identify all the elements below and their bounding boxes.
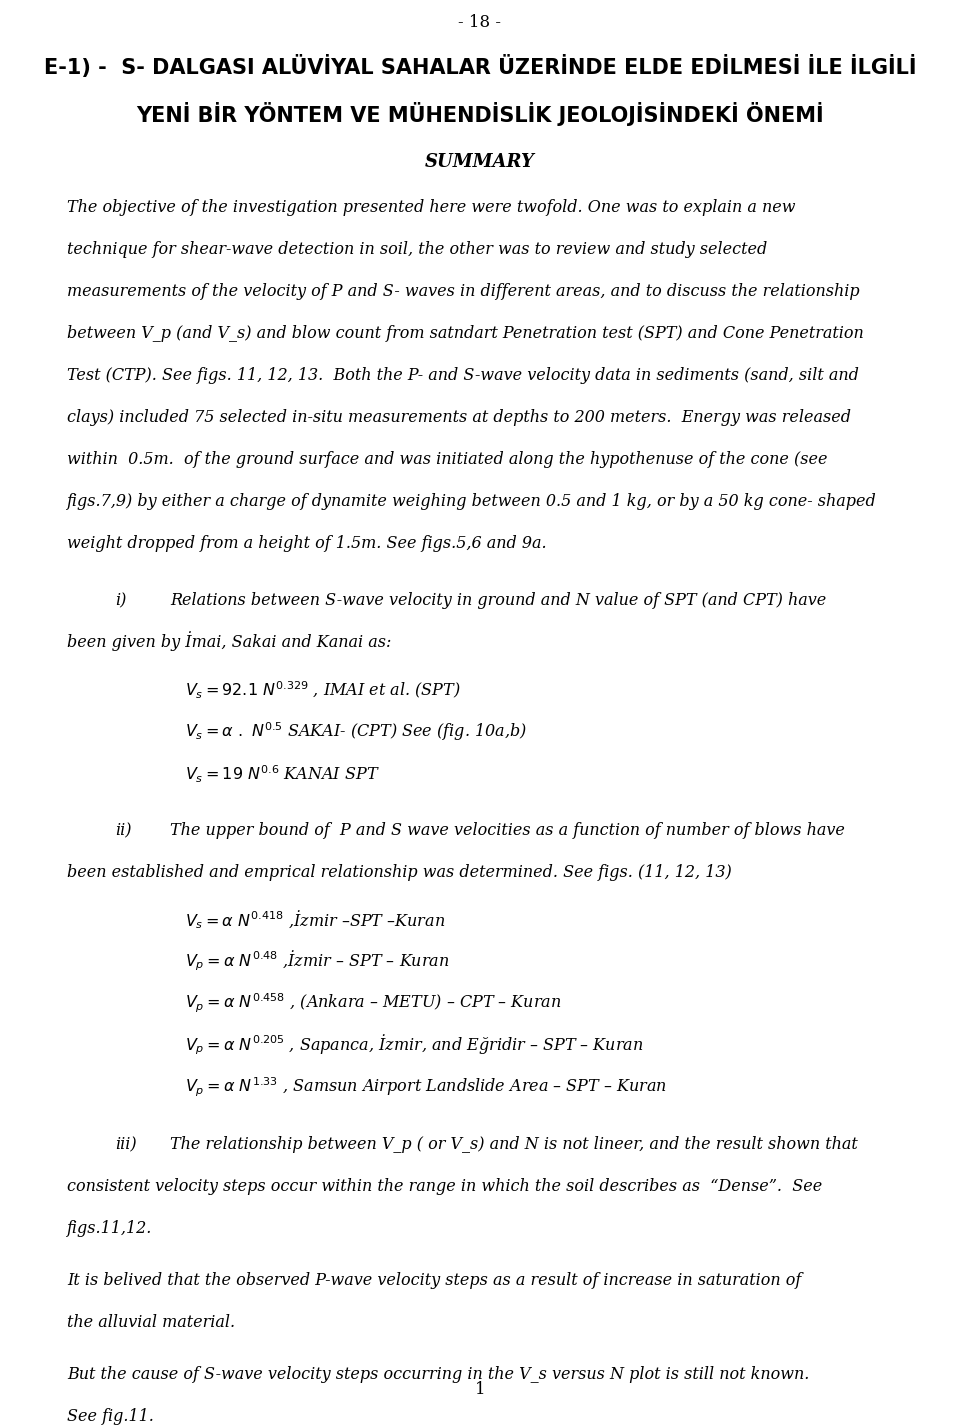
Text: between V_p (and V_s) and blow count from satndart Penetration test (SPT) and Co: between V_p (and V_s) and blow count fro… xyxy=(67,325,864,342)
Text: ii): ii) xyxy=(115,821,132,838)
Text: E-1) -  S- DALGASI ALÜVİYAL SAHALAR ÜZERİNDE ELDE EDİLMESİ İLE İLGİLİ: E-1) - S- DALGASI ALÜVİYAL SAHALAR ÜZERİ… xyxy=(44,56,916,78)
Text: SUMMARY: SUMMARY xyxy=(425,153,535,171)
Text: $V_s = \alpha\ N^{0.418}$ ,İzmir –SPT –Kuran: $V_s = \alpha\ N^{0.418}$ ,İzmir –SPT –K… xyxy=(185,908,445,931)
Text: the alluvial material.: the alluvial material. xyxy=(67,1313,235,1330)
Text: YENİ BİR YÖNTEM VE MÜHENDİSLİK JEOLOJİSİNDEKİ ÖNEMİ: YENİ BİR YÖNTEM VE MÜHENDİSLİK JEOLOJİSİ… xyxy=(136,103,824,125)
Text: figs.11,12.: figs.11,12. xyxy=(67,1221,153,1236)
Text: $V_p = \alpha\ N^{1.33}$ , Samsun Airport Landslide Area – SPT – Kuran: $V_p = \alpha\ N^{1.33}$ , Samsun Airpor… xyxy=(185,1075,667,1099)
Text: The upper bound of  P and S wave velocities as a function of number of blows hav: The upper bound of P and S wave velociti… xyxy=(170,821,845,838)
Text: Relations between S-wave velocity in ground and N value of SPT (and CPT) have: Relations between S-wave velocity in gro… xyxy=(170,592,827,609)
Text: The objective of the investigation presented here were twofold. One was to expla: The objective of the investigation prese… xyxy=(67,200,796,215)
Text: $V_p = \alpha\ N^{0.458}$ , (Ankara – METU) – CPT – Kuran: $V_p = \alpha\ N^{0.458}$ , (Ankara – ME… xyxy=(185,991,562,1015)
Text: $V_p = \alpha\ N^{0.205}$ , Sapanca, İzmir, and Eğridir – SPT – Kuran: $V_p = \alpha\ N^{0.205}$ , Sapanca, İzm… xyxy=(185,1032,643,1057)
Text: i): i) xyxy=(115,592,127,609)
Text: weight dropped from a height of 1.5m. See figs.5,6 and 9a.: weight dropped from a height of 1.5m. Se… xyxy=(67,535,546,552)
Text: But the cause of S-wave velocity steps occurring in the V_s versus N plot is sti: But the cause of S-wave velocity steps o… xyxy=(67,1366,809,1383)
Text: figs.7,9) by either a charge of dynamite weighing between 0.5 and 1 kg, or by a : figs.7,9) by either a charge of dynamite… xyxy=(67,493,876,511)
Text: measurements of the velocity of P and S- waves in different areas, and to discus: measurements of the velocity of P and S-… xyxy=(67,282,859,299)
Text: been established and emprical relationship was determined. See figs. (11, 12, 13: been established and emprical relationsh… xyxy=(67,864,732,881)
Text: iii): iii) xyxy=(115,1137,136,1154)
Text: $V_p = \alpha\ N^{0.48}$ ,İzmir – SPT – Kuran: $V_p = \alpha\ N^{0.48}$ ,İzmir – SPT – … xyxy=(185,948,449,973)
Text: technique for shear-wave detection in soil, the other was to review and study se: technique for shear-wave detection in so… xyxy=(67,241,767,258)
Text: - 18 -: - 18 - xyxy=(459,14,501,31)
Text: clays) included 75 selected in-situ measurements at depths to 200 meters.  Energ: clays) included 75 selected in-situ meas… xyxy=(67,409,851,426)
Text: consistent velocity steps occur within the range in which the soil describes as : consistent velocity steps occur within t… xyxy=(67,1178,823,1195)
Text: $V_s = \alpha\ .\ N^{0.5}$ SAKAI- (CPT) See (fig. 10a,b): $V_s = \alpha\ .\ N^{0.5}$ SAKAI- (CPT) … xyxy=(185,720,527,743)
Text: Test (CTP). See figs. 11, 12, 13.  Both the P- and S-wave velocity data in sedim: Test (CTP). See figs. 11, 12, 13. Both t… xyxy=(67,366,859,384)
Text: within  0.5m.  of the ground surface and was initiated along the hypothenuse of : within 0.5m. of the ground surface and w… xyxy=(67,451,828,468)
Text: been given by İmai, Sakai and Kanai as:: been given by İmai, Sakai and Kanai as: xyxy=(67,632,392,652)
Text: It is belived that the observed P-wave velocity steps as a result of increase in: It is belived that the observed P-wave v… xyxy=(67,1272,802,1289)
Text: $V_s = 19\ N^{0.6}$ KANAI SPT: $V_s = 19\ N^{0.6}$ KANAI SPT xyxy=(185,763,380,784)
Text: $V_s = 92.1\ N^{0.329}$ , IMAI et al. (SPT): $V_s = 92.1\ N^{0.329}$ , IMAI et al. (S… xyxy=(185,680,461,702)
Text: The relationship between V_p ( or V_s) and N is not lineer, and the result shown: The relationship between V_p ( or V_s) a… xyxy=(170,1137,857,1154)
Text: See fig.11.: See fig.11. xyxy=(67,1407,154,1425)
Text: 1: 1 xyxy=(474,1380,486,1397)
